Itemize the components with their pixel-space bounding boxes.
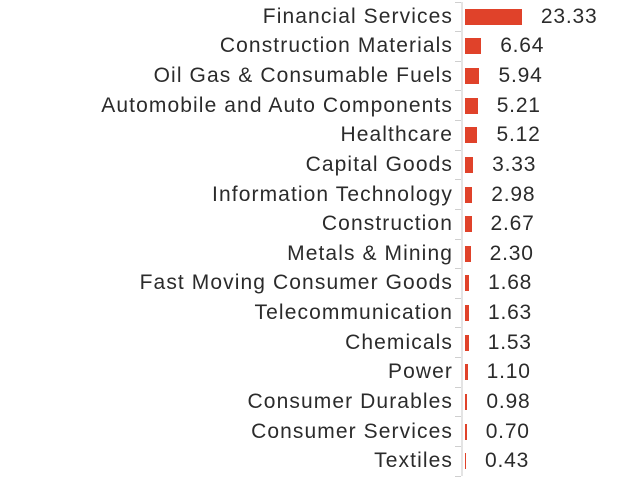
value-label: 0.43: [485, 449, 530, 473]
value-label: 5.21: [496, 93, 541, 117]
value-label: 0.98: [486, 389, 531, 413]
bar: [465, 245, 471, 262]
category-label: Financial Services: [262, 4, 453, 28]
value-label: 1.68: [488, 271, 533, 295]
chart-row: Textiles 0.43: [0, 445, 632, 477]
chart-row: Capital Goods 3.33: [0, 149, 632, 180]
chart-row: Oil Gas & Consumable Fuels 5.94: [0, 60, 632, 91]
value-label: 1.10: [486, 360, 531, 384]
plot-area: 23.33: [455, 1, 632, 32]
plot-area: 1.53: [455, 327, 632, 358]
value-label: 2.67: [490, 212, 535, 236]
plot-area: 0.70: [455, 416, 632, 447]
chart-row: Chemicals 1.53: [0, 327, 632, 358]
bar: [465, 453, 467, 470]
bar: [465, 127, 478, 144]
category-label: Construction: [321, 212, 453, 236]
value-label: 23.33: [540, 4, 598, 28]
category-label: Power: [387, 360, 453, 384]
plot-area: 2.30: [455, 238, 632, 269]
bar: [465, 8, 522, 25]
category-label: Textiles: [374, 449, 453, 473]
bar: [465, 305, 469, 322]
category-label: Chemicals: [345, 330, 453, 354]
value-label: 5.94: [498, 64, 543, 88]
bar: [465, 334, 469, 351]
plot-area: 1.10: [455, 357, 632, 388]
category-label: Healthcare: [340, 123, 453, 147]
category-label: Automobile and Auto Components: [101, 93, 453, 117]
plot-area: 3.33: [455, 149, 632, 180]
plot-area: 1.68: [455, 268, 632, 299]
plot-area: 0.98: [455, 386, 632, 417]
plot-area: 5.12: [455, 120, 632, 151]
chart-row: Automobile and Auto Components 5.21: [0, 90, 632, 121]
value-label: 2.98: [491, 182, 536, 206]
category-label: Metals & Mining: [287, 241, 453, 265]
category-label: Capital Goods: [305, 152, 453, 176]
category-label: Information Technology: [212, 182, 453, 206]
value-label: 1.53: [487, 330, 532, 354]
bar: [465, 423, 467, 440]
chart-row: Power 1.10: [0, 357, 632, 388]
bar: [465, 275, 470, 292]
value-label: 0.70: [485, 419, 530, 443]
plot-area: 2.98: [455, 179, 632, 210]
bar: [465, 186, 473, 203]
plot-area: 1.63: [455, 297, 632, 328]
chart-row: Information Technology 2.98: [0, 179, 632, 210]
chart-row: Construction 2.67: [0, 208, 632, 239]
chart-row: Financial Services 23.33: [0, 1, 632, 32]
chart-row: Telecommunication 1.63: [0, 297, 632, 328]
value-label: 1.63: [487, 301, 533, 325]
plot-area: 6.64: [455, 31, 632, 62]
value-label: 2.30: [489, 241, 534, 265]
chart-row: Healthcare 5.12: [0, 120, 632, 151]
value-label: 6.64: [500, 34, 545, 58]
chart-row: Consumer Durables 0.98: [0, 386, 632, 417]
plot-area: 0.43: [455, 445, 632, 477]
bar: [465, 68, 480, 85]
value-label: 3.33: [492, 152, 537, 176]
bar: [465, 156, 474, 173]
category-label: Construction Materials: [219, 34, 453, 58]
chart-row: Metals & Mining 2.30: [0, 238, 632, 269]
bar: [465, 364, 468, 381]
plot-area: 5.94: [455, 60, 632, 91]
category-label: Fast Moving Consumer Goods: [139, 271, 453, 295]
category-label: Oil Gas & Consumable Fuels: [153, 64, 453, 88]
chart-row: Consumer Services 0.70: [0, 416, 632, 447]
chart-row: Construction Materials 6.64: [0, 31, 632, 62]
category-label: Telecommunication: [254, 301, 453, 325]
plot-area: 5.21: [455, 90, 632, 121]
value-label: 5.12: [496, 123, 541, 147]
bar: [465, 216, 472, 233]
bar: [465, 393, 468, 410]
category-label: Consumer Durables: [247, 389, 453, 413]
plot-area: 2.67: [455, 208, 632, 239]
category-label: Consumer Services: [251, 419, 453, 443]
chart-row: Fast Moving Consumer Goods 1.68: [0, 268, 632, 299]
bar: [465, 97, 478, 114]
bar: [465, 38, 482, 55]
